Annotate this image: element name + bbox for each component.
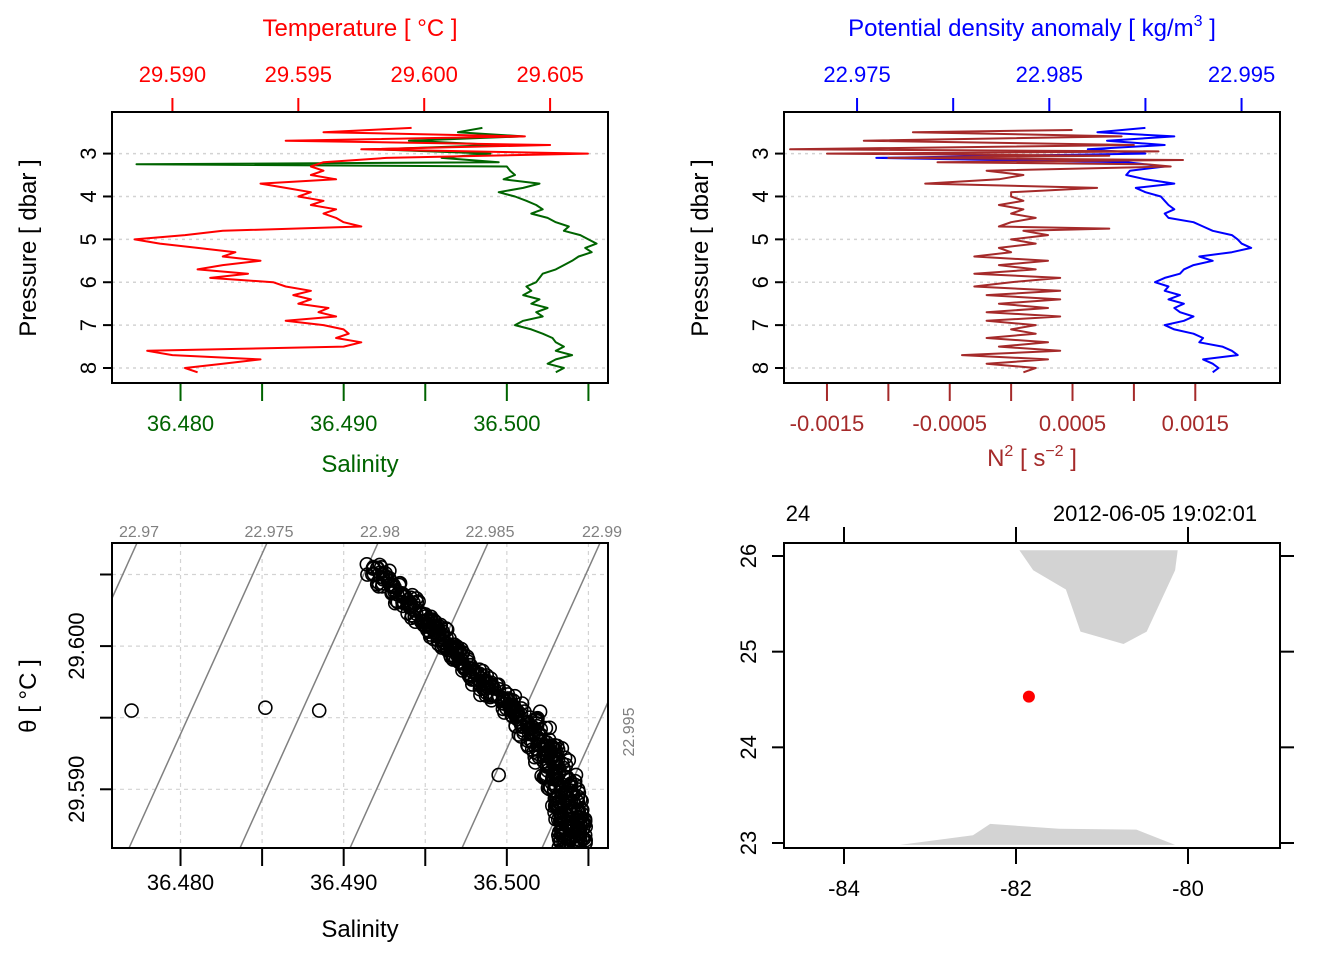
station-point	[1022, 690, 1035, 703]
salinity-axis-title: Salinity	[321, 916, 398, 943]
salinity-profile-line	[135, 126, 598, 374]
ts-point	[557, 785, 573, 801]
isopycnal-label: 22.985	[466, 524, 515, 541]
n2-tick-label: -0.0015	[790, 411, 865, 436]
land-florida	[1019, 550, 1178, 644]
ts-point-outlier	[258, 700, 273, 715]
ts-point-outlier	[124, 703, 139, 718]
ts-point	[366, 559, 381, 575]
plot-frame	[111, 111, 609, 384]
y-tick-label: 5	[76, 233, 101, 245]
ts-point	[555, 842, 570, 848]
ts-point	[555, 786, 571, 802]
lon-tick-label: -82	[1000, 876, 1032, 901]
ts-point	[520, 739, 536, 755]
temperature-tick-label: 29.595	[265, 62, 332, 87]
ts-point	[578, 835, 593, 848]
land-cuba	[899, 823, 1176, 845]
pressure-axis-title: Pressure [ dbar ]	[15, 159, 42, 336]
lon-tick-label: -84	[828, 876, 860, 901]
ts-point	[567, 777, 583, 793]
ts-point	[559, 769, 575, 785]
top-label-time: 2012-06-05 19:02:01	[1053, 501, 1257, 526]
n2-profile-line	[789, 129, 1184, 374]
temperature-profile-line	[133, 126, 589, 374]
density-tick-label: 22.975	[823, 62, 890, 87]
density-axis-title-main: Potential density anomaly [ kg/m	[848, 15, 1194, 42]
y-tick-label: 8	[76, 362, 101, 374]
isopycnal-label: 22.97	[119, 524, 159, 541]
lat-tick-label: 24	[736, 735, 761, 759]
ts-profile-panel: Temperature [ °C ] Salinity Pressure [ d…	[15, 15, 609, 478]
pressure-axis-title: Pressure [ dbar ]	[687, 159, 714, 336]
theta-tick-label: 29.600	[64, 612, 89, 679]
ts-point	[560, 843, 574, 848]
isopycnal-line	[461, 543, 601, 848]
y-tick-label: 4	[76, 190, 101, 202]
density-tick-label: 22.985	[1016, 62, 1083, 87]
isopycnal-line	[112, 543, 138, 601]
salinity-tick-label: 36.500	[473, 870, 540, 895]
isopycnal-line	[349, 543, 489, 848]
salinity-tick-label: 36.490	[310, 870, 377, 895]
theta-tick-label: 29.590	[64, 756, 89, 823]
salinity-tick-label: 36.480	[147, 870, 214, 895]
y-tick-label: 4	[748, 190, 773, 202]
ts-point	[559, 839, 574, 848]
salinity-tick-label: 36.500	[473, 411, 540, 436]
y-tick-label: 6	[748, 276, 773, 288]
salinity-axis-title: Salinity	[321, 451, 398, 478]
density-axis-title-end: ]	[1203, 15, 1216, 42]
ts-point	[561, 753, 577, 768]
isopycnal-line	[128, 543, 268, 848]
temperature-tick-label: 29.590	[139, 62, 206, 87]
density-axis-title-sup: 3	[1194, 13, 1203, 30]
temperature-tick-label: 29.605	[516, 62, 583, 87]
salinity-tick-label: 36.490	[310, 411, 377, 436]
ts-point-outlier	[311, 703, 327, 718]
ts-diagram-panel: Salinity θ [ °C ] 36.480 36.490 36.500 29.5…	[15, 524, 638, 943]
ts-point	[562, 772, 578, 788]
lat-tick-label: 23	[736, 831, 761, 855]
ts-point-outlier	[491, 767, 506, 783]
plot-frame	[111, 542, 609, 849]
ts-point	[542, 720, 558, 736]
theta-axis-title: θ [ °C ]	[15, 659, 42, 733]
y-tick-label: 3	[76, 147, 101, 159]
n2-tick-label: 0.0005	[1039, 411, 1106, 436]
isopycnal-label: 22.995	[621, 707, 638, 756]
salinity-tick-label: 36.480	[147, 411, 214, 436]
lat-tick-label: 26	[736, 544, 761, 568]
isopycnal-label: 22.975	[245, 524, 294, 541]
n2-tick-label: 0.0015	[1162, 411, 1229, 436]
isopycnal-label: 22.98	[360, 524, 400, 541]
y-tick-label: 5	[748, 233, 773, 245]
y-tick-label: 7	[748, 319, 773, 331]
station-map-panel: -84 -82 -80 23 24 25 26 24 2012-06-05 19:02:01	[736, 501, 1294, 901]
temperature-axis-title: Temperature [ °C ]	[263, 15, 458, 42]
y-tick-label: 7	[76, 319, 101, 331]
lat-tick-label: 25	[736, 639, 761, 663]
ts-point	[540, 763, 556, 778]
n2-axis-title: N2 [ s−2 ]	[987, 443, 1077, 472]
ts-point	[547, 778, 562, 794]
y-tick-label: 3	[748, 147, 773, 159]
plot-frame	[783, 111, 1281, 384]
isopycnal-line	[239, 543, 379, 848]
y-tick-label: 8	[748, 362, 773, 374]
isopycnal-label: 22.99	[582, 524, 622, 541]
density-axis-title: Potential density anomaly [ kg/m3 ]	[848, 13, 1216, 42]
n2-tick-label: -0.0005	[912, 411, 987, 436]
density-profile-line	[875, 126, 1253, 374]
density-profile-panel: Potential density anomaly [ kg/m3 ] N2 […	[687, 13, 1281, 472]
ts-point	[570, 817, 586, 832]
y-tick-label: 6	[76, 276, 101, 288]
density-tick-label: 22.995	[1208, 62, 1275, 87]
lon-tick-label: -80	[1172, 876, 1204, 901]
temperature-tick-label: 29.600	[391, 62, 458, 87]
ts-point	[531, 749, 547, 765]
map-frame	[783, 542, 1281, 849]
top-label-latitude: 24	[786, 501, 810, 526]
